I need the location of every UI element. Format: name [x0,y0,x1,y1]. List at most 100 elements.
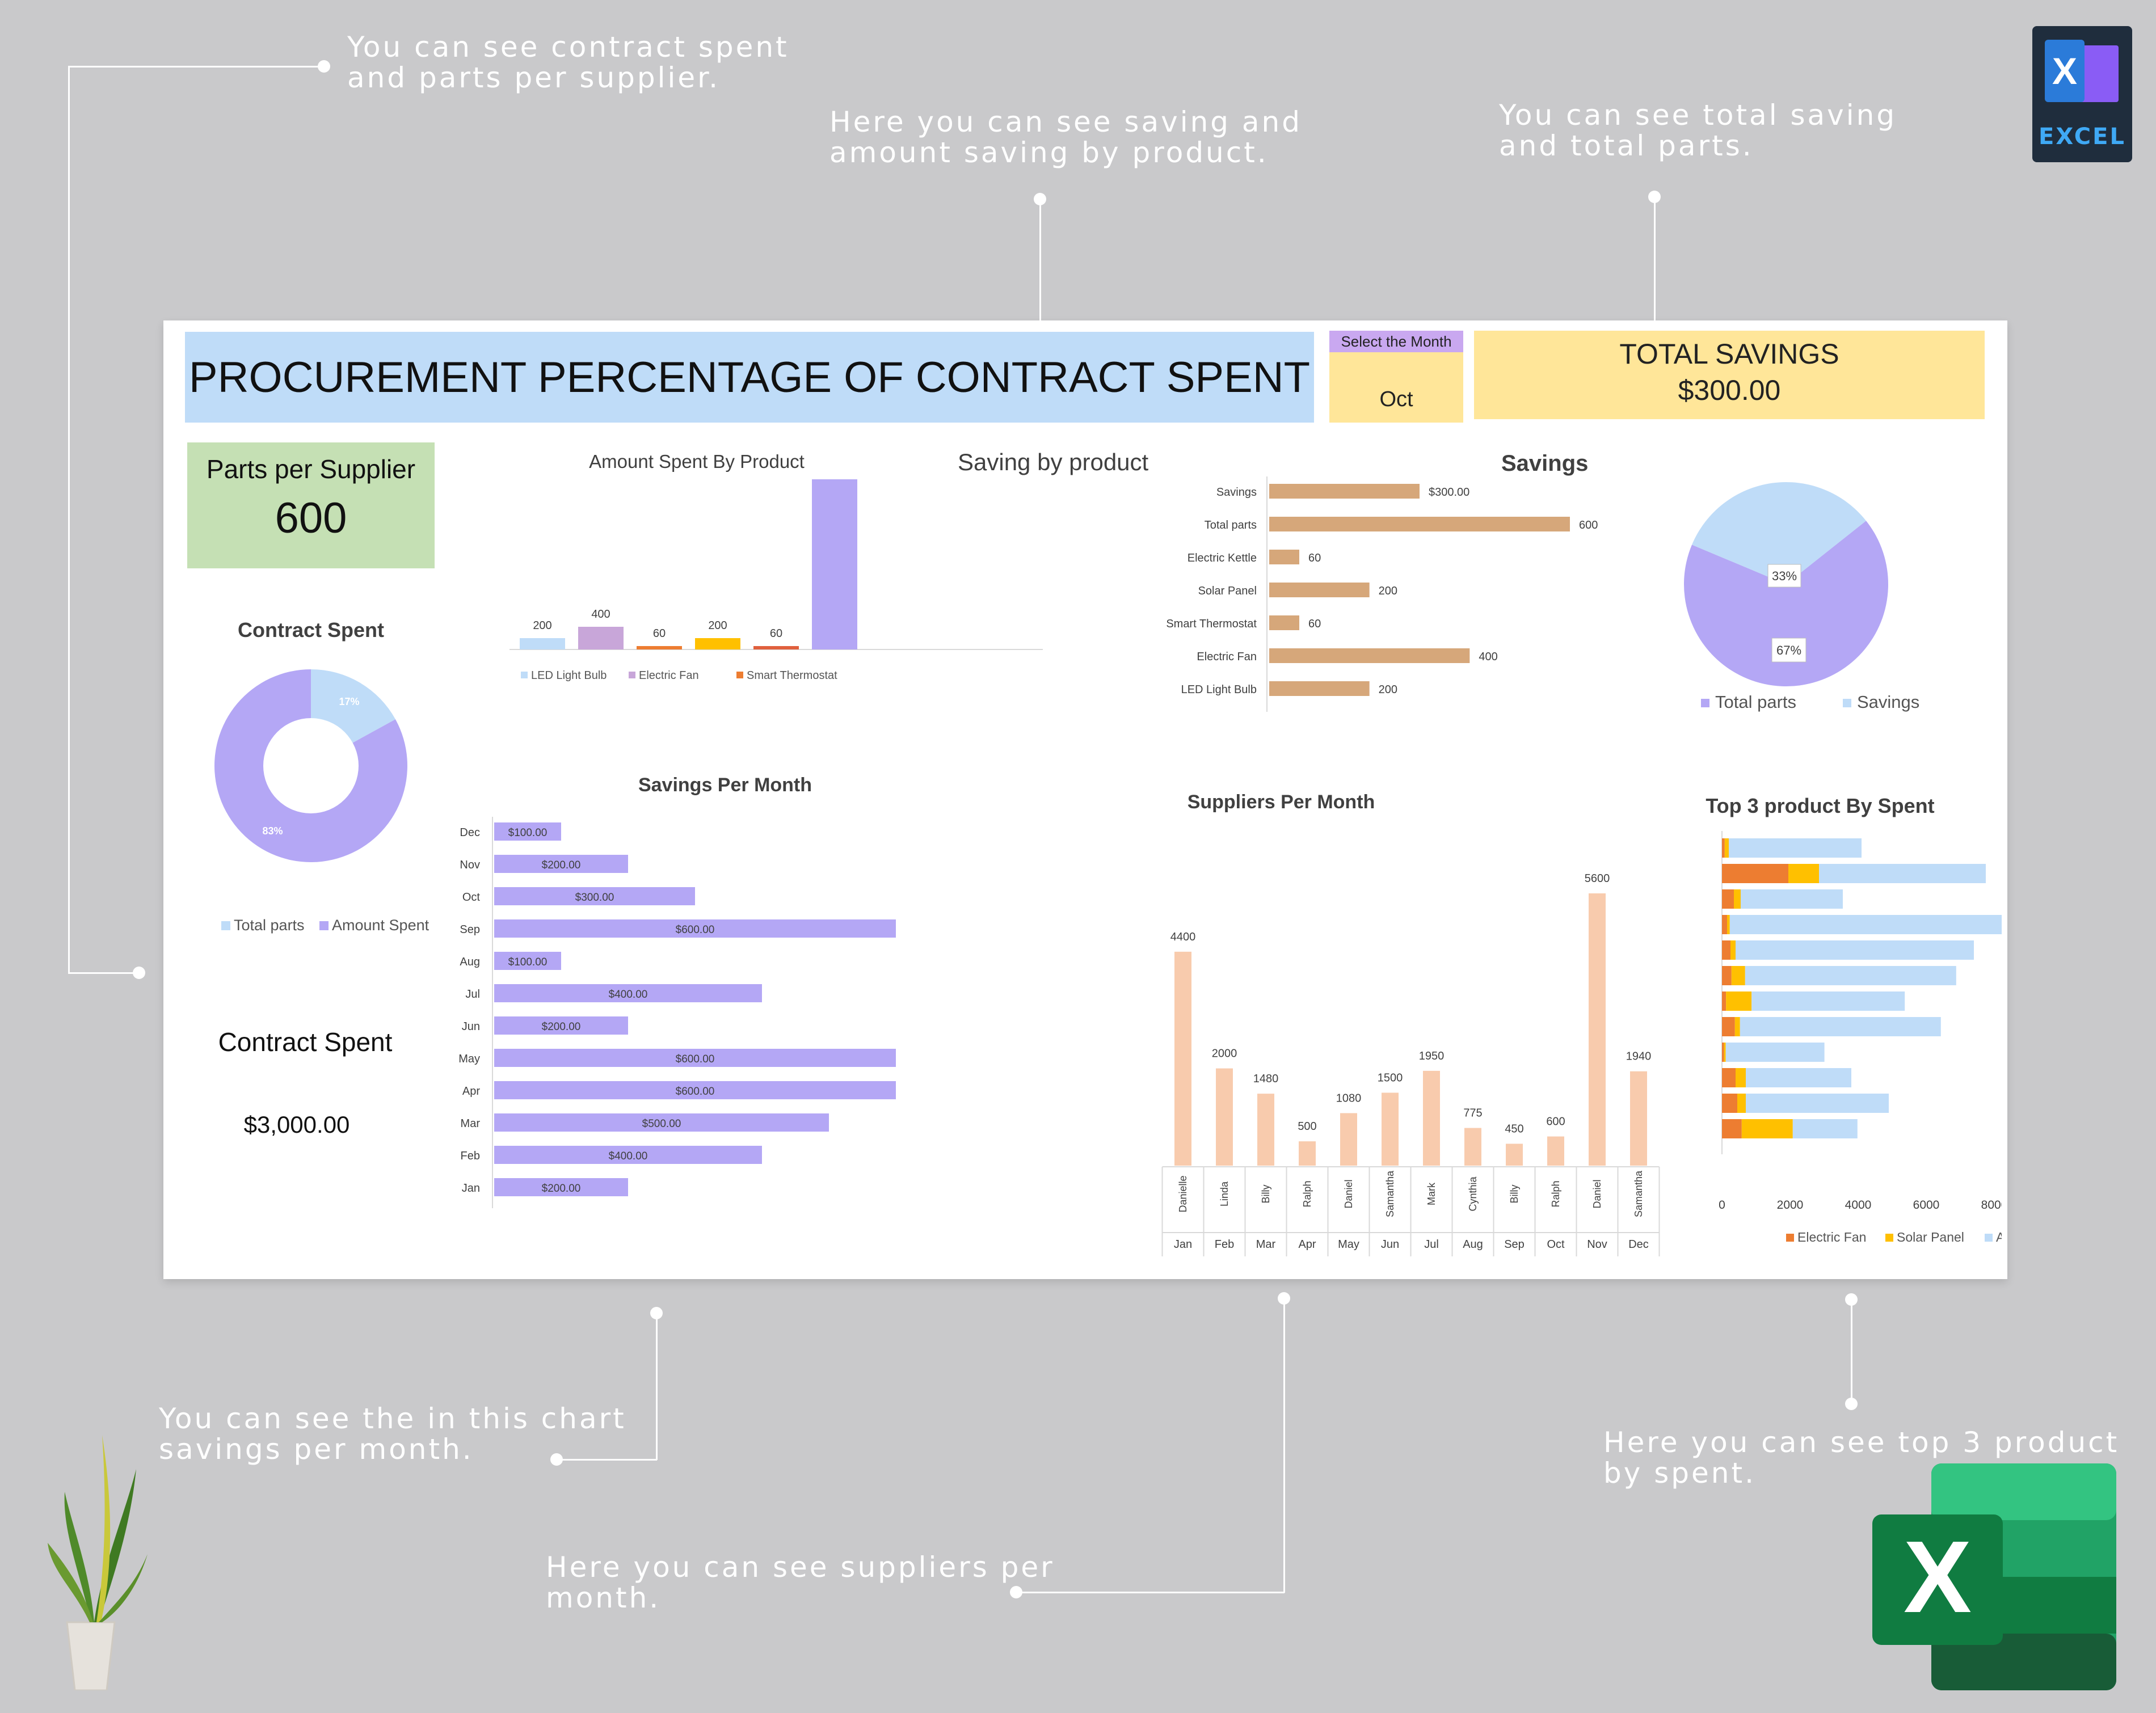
supplier-label: Cynthia [1467,1176,1479,1211]
annotation-savings-month: You can see the in this chart savings pe… [159,1402,626,1466]
legend-label: Electric Fan [639,669,699,682]
bar [494,1178,628,1196]
bar-data-label: 400 [1479,651,1497,663]
bar [494,822,561,841]
supplier-label: Billy [1260,1184,1271,1203]
leader-dot [1845,1398,1858,1410]
excel-badge-label: EXCEL [2039,124,2126,150]
bar-data-label: 1940 [1626,1050,1652,1063]
bar-data-label: $600.00 [676,924,715,936]
legend-label: Savings [1857,692,1919,712]
bar-segment [1722,966,1732,985]
month-label: May [1338,1238,1359,1251]
month-label: Aug [1463,1238,1483,1251]
excel-x-letter: X [1904,1520,1972,1634]
leader-dot [550,1453,563,1466]
bar-segment [1746,1094,1889,1113]
supplier-label: Ralph [1302,1180,1313,1207]
bar-segment [1722,915,1727,934]
month-selector-value[interactable]: Oct [1379,387,1413,411]
bar-data-label: $100.00 [508,956,548,968]
bar [1299,1141,1316,1166]
leader-dot [650,1307,663,1319]
donut-data-label: 17% [339,696,359,707]
chart-title-savings-per-month: Savings Per Month [638,774,812,796]
top3-by-spent-chart: 020004000600080001000012000Electric FanS… [1719,831,2002,1244]
legend-label: Electric Fan [1797,1230,1866,1244]
dashboard-panel: PROCUREMENT PERCENTAGE OF CONTRACT SPENT… [163,320,2007,1279]
month-label: Nov [1587,1238,1607,1251]
parts-per-supplier-value: 600 [275,494,347,542]
bar-data-label: $600.00 [676,1086,715,1098]
bar-data-label: $100.00 [508,827,548,839]
x-tick-label: 0 [1719,1199,1725,1212]
pie-slice [1692,482,1866,584]
legend-swatch [1701,699,1709,707]
bar [1257,1094,1274,1166]
bar-segment [1722,1094,1737,1113]
leader-dot [1648,191,1661,203]
total-savings-value: $300.00 [1678,374,1781,406]
plant-icon [48,1435,148,1690]
x-tick-label: 6000 [1913,1199,1940,1212]
bar-segment [1734,889,1741,909]
legend-label: Amount Spent [1996,1230,2002,1244]
leader-line [556,1459,657,1461]
legend-swatch [1885,1234,1893,1242]
month-selector-label: Select the Month [1329,331,1463,352]
bar [695,638,740,649]
bar-data-label: 60 [1308,552,1321,564]
leader-dot [318,60,330,73]
annotation-top3: Here you can see top 3 product by spent. [1603,1426,2120,1490]
legend-swatch [1985,1234,1993,1242]
contract-spent-label: Contract Spent [218,1027,393,1057]
leader-line [1016,1592,1285,1593]
category-label: Jun [462,1020,480,1033]
bar-data-label: 775 [1463,1107,1482,1120]
legend-swatch [629,672,635,678]
leader-line [1851,1299,1852,1403]
bar-segment [1751,991,1905,1011]
bar-segment [1722,991,1727,1011]
pie-data-label: 33% [1772,569,1797,583]
bar [1423,1070,1440,1166]
bar [1340,1113,1357,1166]
month-label: Jun [1381,1238,1399,1251]
excel-badge-icon: X EXCEL [2032,26,2132,162]
bar [1269,517,1570,531]
bar [1269,615,1299,630]
month-label: Jul [1424,1238,1439,1251]
total-savings-card: TOTAL SAVINGS $300.00 [1474,331,1985,419]
bar [637,646,682,649]
bar-data-label: $200.00 [542,1183,581,1195]
chart-title-contract-spent: Contract Spent [237,618,384,642]
month-selector[interactable]: Select the Month Oct [1329,331,1463,423]
supplier-label: Linda [1219,1181,1230,1206]
bar [494,1016,628,1035]
chart-title-savings: Savings [1501,451,1589,476]
bar [494,855,628,873]
bar-segment [1736,940,1974,960]
category-label: Savings [1216,486,1257,499]
bar [494,952,561,970]
callout-box [1771,638,1807,663]
supplier-label: Mark [1426,1182,1437,1205]
bar [494,887,695,905]
donut-data-label: 83% [262,825,283,837]
legend-swatch [1786,1234,1794,1242]
bar [1506,1144,1523,1166]
bar [1630,1071,1647,1166]
bar-data-label: $200.00 [542,1021,581,1033]
category-label: Aug [460,956,480,968]
bar [1174,951,1191,1166]
category-label: Dec [460,826,480,839]
category-label: Apr [462,1085,480,1098]
category-label: Oct [462,891,481,904]
bar [494,1113,829,1132]
x-tick-label: 2000 [1777,1199,1804,1212]
annotation-contract: You can see contract spent and parts per… [347,31,789,94]
pie-data-label: 67% [1776,643,1801,657]
contract-spent-donut-chart: 17% 83% Total parts Amount Spent [214,669,429,934]
bar-data-label: 600 [1546,1116,1565,1128]
legend-label: Total parts [234,917,305,934]
